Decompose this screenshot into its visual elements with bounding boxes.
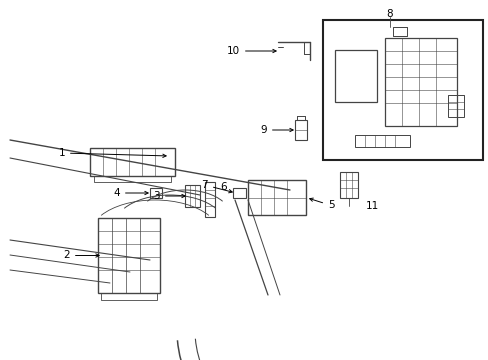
Text: 7: 7 bbox=[201, 180, 232, 193]
Bar bbox=[101, 293, 157, 300]
Bar bbox=[232, 188, 245, 198]
Bar bbox=[247, 180, 305, 215]
Text: 6: 6 bbox=[220, 182, 226, 192]
Bar bbox=[98, 218, 160, 293]
Text: 4: 4 bbox=[113, 188, 148, 198]
Bar bbox=[184, 185, 200, 207]
Bar bbox=[447, 95, 463, 117]
Text: 11: 11 bbox=[365, 201, 379, 211]
Bar bbox=[339, 172, 357, 198]
Bar bbox=[94, 176, 171, 182]
Text: 9: 9 bbox=[260, 125, 292, 135]
Bar bbox=[334, 50, 376, 102]
Bar bbox=[392, 27, 406, 36]
Bar bbox=[323, 20, 482, 160]
Bar bbox=[354, 135, 409, 147]
Bar bbox=[90, 148, 175, 176]
Bar bbox=[204, 182, 215, 217]
Text: 2: 2 bbox=[63, 251, 99, 261]
Text: 5: 5 bbox=[309, 198, 334, 211]
Bar bbox=[150, 188, 162, 198]
Text: 3: 3 bbox=[153, 191, 185, 201]
Bar bbox=[294, 120, 306, 140]
Text: 1: 1 bbox=[58, 148, 166, 158]
Text: 10: 10 bbox=[226, 46, 276, 56]
Bar bbox=[384, 38, 456, 126]
Text: 8: 8 bbox=[386, 9, 392, 19]
